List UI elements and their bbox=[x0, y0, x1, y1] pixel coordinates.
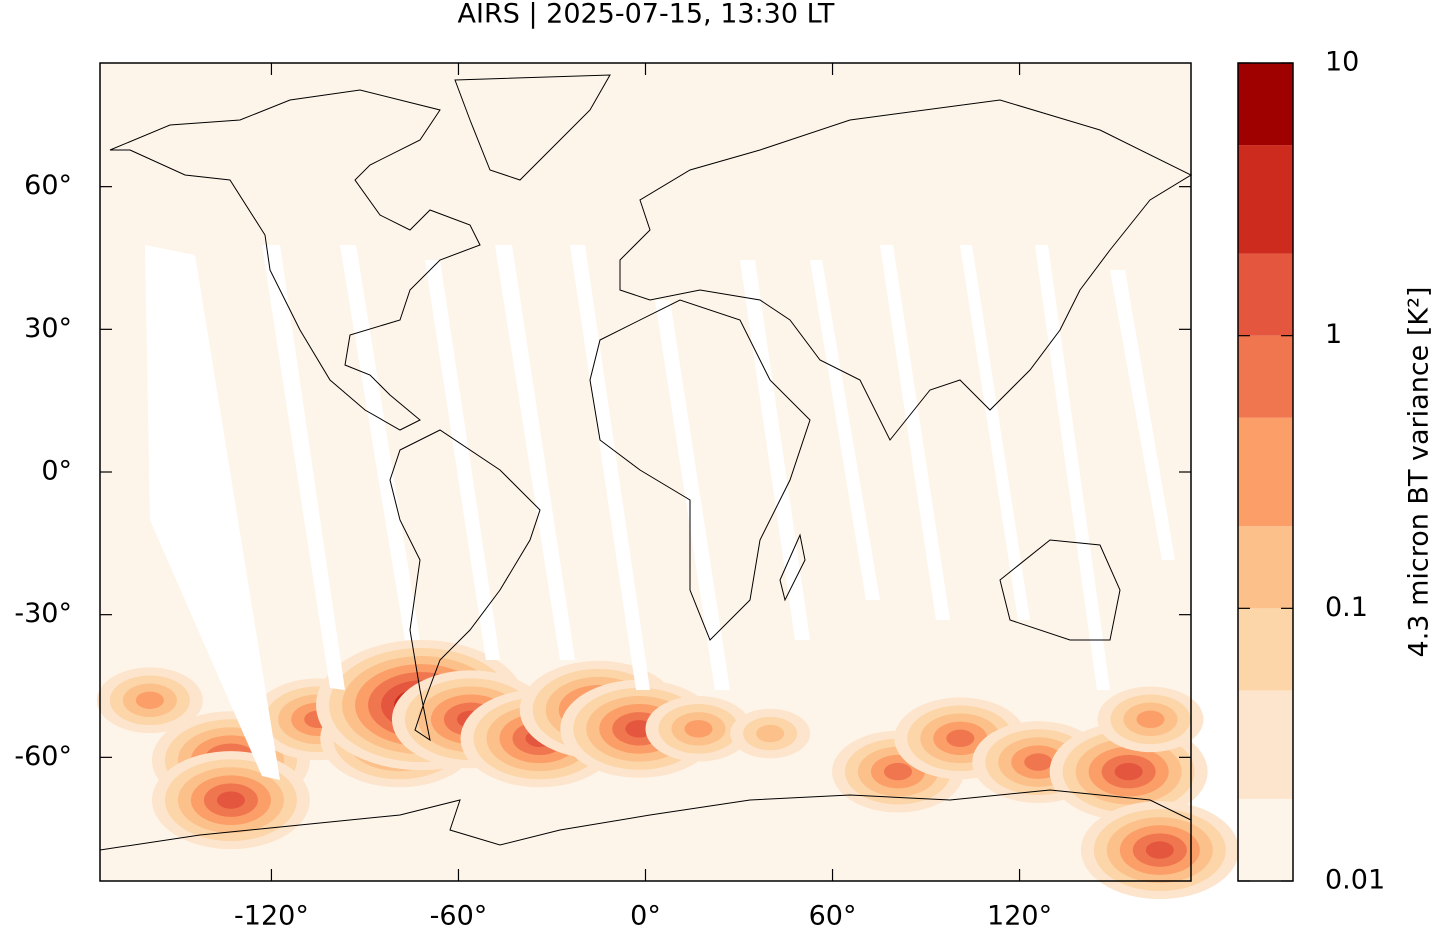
x-tick-label: 0° bbox=[630, 901, 661, 930]
hotspot bbox=[1024, 753, 1053, 771]
hotspot bbox=[216, 791, 245, 809]
colorbar-band bbox=[1238, 145, 1293, 254]
x-tick-label: 120° bbox=[987, 901, 1052, 930]
swath-gap bbox=[570, 245, 650, 690]
swath-gap bbox=[960, 245, 1030, 620]
colorbar-band bbox=[1238, 608, 1293, 691]
swath-gap bbox=[810, 260, 880, 600]
colorbar-band bbox=[1238, 335, 1293, 418]
coastline bbox=[779, 533, 806, 602]
hotspot bbox=[135, 691, 164, 709]
swath-gap bbox=[425, 260, 500, 660]
coastline bbox=[109, 89, 481, 431]
x-tick-label: -60° bbox=[430, 901, 488, 930]
swath-gap bbox=[145, 245, 280, 780]
swath-gap bbox=[655, 300, 730, 690]
y-tick-label: 30° bbox=[24, 313, 72, 344]
swath-gap bbox=[262, 245, 345, 690]
y-tick-label: -60° bbox=[14, 741, 72, 772]
swath-gaps bbox=[145, 245, 1175, 780]
x-tick-label: -120° bbox=[234, 901, 309, 930]
field bbox=[96, 63, 1239, 900]
y-tick-label: -30° bbox=[14, 598, 72, 629]
chart-title: AIRS | 2025-07-15, 13:30 LT bbox=[458, 0, 835, 30]
swath-gap bbox=[340, 245, 420, 640]
hotspot bbox=[883, 762, 912, 781]
hotspot bbox=[756, 724, 785, 743]
hotspot bbox=[684, 720, 713, 738]
colorbar-frame bbox=[1237, 62, 1294, 882]
hotspot bbox=[946, 729, 975, 748]
colorbar-band bbox=[1238, 417, 1293, 527]
colorbar: 0.01 0.1 1 10 bbox=[1237, 47, 1385, 896]
coastline bbox=[999, 539, 1121, 641]
hotspot bbox=[1136, 710, 1165, 728]
colorbar-tick-label: 0.1 bbox=[1325, 592, 1368, 623]
coastline bbox=[389, 429, 541, 742]
colorbar-band bbox=[1238, 63, 1293, 146]
coastline bbox=[99, 789, 1192, 851]
y-tick-label: 0° bbox=[41, 456, 72, 487]
colorbar-label: 4.3 micron BT variance [K²] bbox=[1404, 287, 1435, 658]
hotspot bbox=[1145, 841, 1174, 859]
axes: -120° -60° 0° 60° 120° -60° -30° 0° 30° 60° bbox=[14, 63, 1191, 930]
colorbar-tick-label: 10 bbox=[1325, 47, 1359, 78]
swath-gap bbox=[1035, 245, 1110, 690]
colorbar-band bbox=[1238, 253, 1293, 336]
swath-gap bbox=[880, 245, 950, 620]
swath-gap bbox=[495, 245, 575, 660]
colorbar-tick-label: 0.01 bbox=[1325, 865, 1385, 896]
colorbar-tick-label: 1 bbox=[1325, 319, 1342, 350]
colorbar-band bbox=[1238, 526, 1293, 609]
colorbar-band bbox=[1238, 798, 1293, 881]
hotspot bbox=[1114, 762, 1143, 781]
coastline bbox=[619, 99, 1193, 441]
coastline bbox=[589, 299, 811, 641]
coastlines bbox=[99, 74, 1193, 851]
y-tick-label: 60° bbox=[24, 170, 72, 201]
coastline bbox=[454, 74, 611, 181]
swath-gap bbox=[1110, 270, 1175, 560]
colorbar-band bbox=[1238, 690, 1293, 799]
x-tick-label: 60° bbox=[809, 901, 857, 930]
